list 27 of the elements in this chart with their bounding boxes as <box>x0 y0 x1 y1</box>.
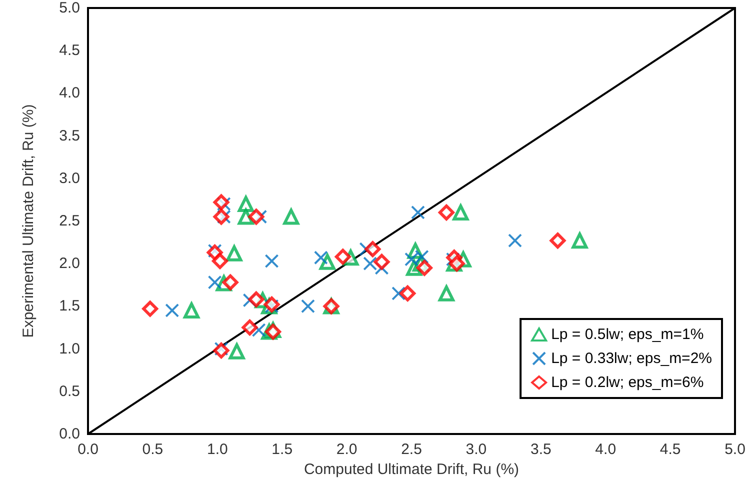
y-tick-label: 4.5 <box>59 42 80 60</box>
y-tick-label: 0.5 <box>59 382 80 400</box>
x-tick-label: 2.0 <box>336 441 358 458</box>
legend-label: Lp = 0.2lw; eps_m=6% <box>551 374 704 391</box>
y-axis-title: Experimental Ultimate Drift, Ru (%) <box>20 104 37 338</box>
y-tick-label: 1.0 <box>59 340 80 358</box>
x-tick-label: 4.5 <box>660 441 681 458</box>
x-tick-label: 3.5 <box>530 441 552 458</box>
x-tick-label: 0.0 <box>78 441 98 458</box>
y-tick-label: 2.5 <box>59 212 80 230</box>
y-tick-label: 2.0 <box>59 255 80 272</box>
y-tick-label: 1.5 <box>59 298 80 315</box>
x-tick-label: 2.5 <box>401 441 422 458</box>
y-tick-label: 3.0 <box>59 170 80 187</box>
y-tick-label: 3.5 <box>59 127 80 144</box>
y-tick-label: 5.0 <box>59 0 80 16</box>
x-tick-label: 1.5 <box>272 441 293 458</box>
y-tick-label: 4.0 <box>59 84 80 102</box>
y-tick-label: 0.0 <box>59 426 80 442</box>
x-tick-label: 4.0 <box>595 441 616 458</box>
x-axis-title: Computed Ultimate Drift, Ru (%) <box>304 461 520 478</box>
legend-label: Lp = 0.5lw; eps_m=1% <box>551 326 704 343</box>
x-tick-label: 3.0 <box>466 441 487 458</box>
legend-label: Lp = 0.33lw; eps_m=2% <box>551 350 712 367</box>
x-tick-label: 5.0 <box>724 441 746 458</box>
x-tick-label: 1.0 <box>206 441 228 458</box>
x-tick-label: 0.5 <box>142 441 164 458</box>
